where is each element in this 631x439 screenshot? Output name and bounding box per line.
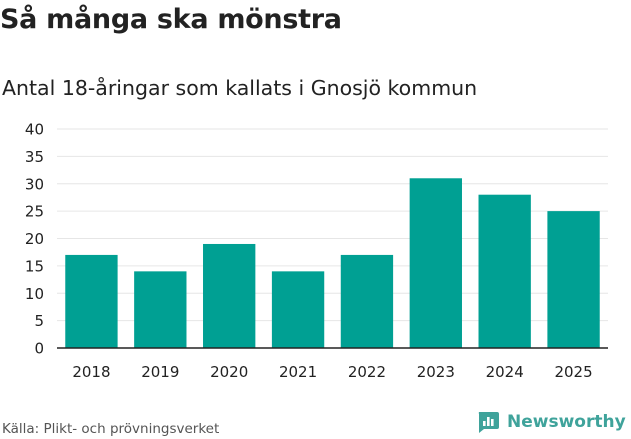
source-note: Källa: Plikt- och prövningsverket bbox=[2, 421, 220, 437]
y-tick-labels: 0 5 10 15 20 25 30 35 40 bbox=[25, 121, 44, 358]
x-tick-label: 2020 bbox=[210, 363, 248, 381]
y-tick-label: 15 bbox=[25, 257, 44, 275]
y-tick-label: 25 bbox=[25, 203, 44, 221]
x-tick-label: 2022 bbox=[348, 363, 386, 381]
bars bbox=[65, 178, 600, 348]
x-tick-label: 2025 bbox=[554, 363, 592, 381]
bar-2021 bbox=[271, 271, 325, 348]
x-tick-label: 2019 bbox=[141, 363, 179, 381]
y-tick-label: 10 bbox=[25, 285, 44, 303]
y-tick-label: 20 bbox=[25, 230, 44, 248]
brand-logo: Newsworthy bbox=[476, 410, 626, 434]
brand-name: Newsworthy bbox=[507, 412, 626, 432]
bar-2024 bbox=[478, 194, 531, 348]
chart-subtitle: Antal 18-åringar som kallats i Gnosjö ko… bbox=[2, 76, 478, 100]
x-tick-label: 2018 bbox=[72, 363, 110, 381]
x-tick-labels: 2018 2019 2020 2021 2022 2023 2024 2025 bbox=[72, 363, 592, 381]
x-tick-label: 2024 bbox=[486, 363, 524, 381]
newsworthy-logo-icon bbox=[478, 412, 499, 433]
bar-2019 bbox=[134, 271, 187, 348]
bar-2023 bbox=[409, 178, 462, 348]
bar-2022 bbox=[340, 254, 394, 348]
y-tick-label: 30 bbox=[25, 175, 44, 193]
bar-2018 bbox=[65, 254, 118, 348]
bar-2020 bbox=[203, 243, 256, 348]
y-tick-label: 5 bbox=[34, 312, 44, 330]
y-tick-label: 0 bbox=[34, 340, 44, 358]
x-tick-label: 2023 bbox=[417, 363, 455, 381]
y-tick-label: 35 bbox=[25, 148, 44, 166]
x-tick-label: 2021 bbox=[279, 363, 317, 381]
y-tick-label: 40 bbox=[25, 121, 44, 139]
bar-2025 bbox=[547, 211, 600, 348]
chart-title: Så många ska mönstra bbox=[0, 4, 342, 35]
